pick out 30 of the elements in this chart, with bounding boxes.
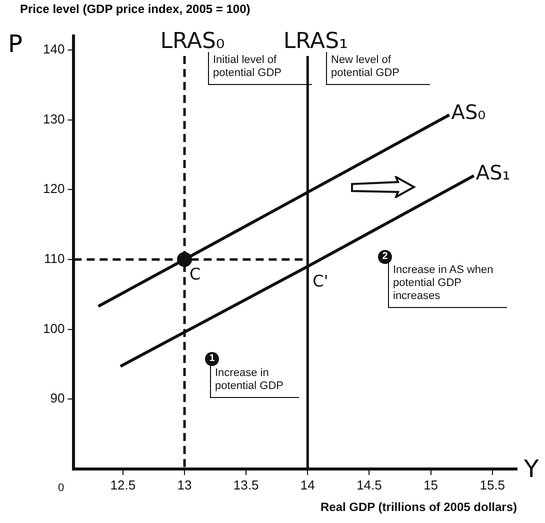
annotation: Initial level of potential GDP (213, 54, 282, 79)
ref-line-label: LRAS₀ (160, 29, 225, 54)
annotation: C' (312, 271, 328, 290)
x-tick-label: 15.5 (480, 477, 506, 492)
y-tick-label: 100 (42, 320, 65, 336)
y-tick-label: 110 (44, 251, 65, 266)
y-tick-label: 130 (42, 111, 65, 126)
x-tick-label: 13 (177, 477, 192, 492)
text: Y (524, 455, 539, 483)
x-tick-label: 12.5 (110, 477, 136, 492)
y-tick-label: 140 (42, 42, 65, 57)
x-tick-label: 14.5 (356, 477, 382, 492)
text: 0 (58, 482, 64, 495)
y-tick-label: 90 (50, 390, 65, 406)
y-axis-title: Price level (GDP price index, 2005 = 100) (20, 2, 250, 16)
annotation: Increase in AS when potential GDP increases (388, 262, 507, 308)
x-tick-label: 14 (300, 477, 315, 492)
annotation: 2 (378, 250, 392, 264)
annotation: C (190, 264, 201, 284)
y-tick-label: 120 (42, 181, 65, 196)
annotation: Increase in potential GDP (210, 365, 299, 398)
x-tick-label: 15 (424, 477, 438, 492)
annotation: 1 (205, 352, 219, 366)
ref-line-label: LRAS₁ (283, 29, 348, 54)
x-axis-title: Real GDP (trillions of 2005 dollars) (320, 500, 518, 514)
series-label: AS₀ (451, 100, 486, 124)
annotation: New level of potential GDP (326, 52, 430, 85)
series-label: AS₁ (476, 160, 510, 185)
x-tick-label: 13.5 (233, 477, 259, 492)
text: P (8, 30, 22, 58)
